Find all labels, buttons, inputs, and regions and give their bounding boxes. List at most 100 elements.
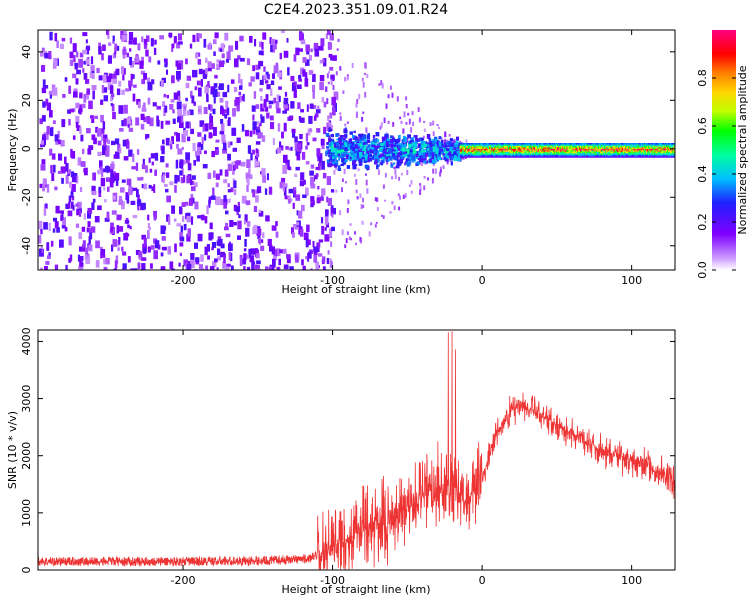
heatmap-cell-noise — [61, 37, 66, 42]
heatmap-cell-signal — [611, 156, 613, 158]
heatmap-cell-signal — [537, 150, 539, 152]
heatmap-cell-signal — [550, 144, 553, 146]
heatmap-cell-signal — [476, 151, 478, 154]
heatmap-cell-noise — [201, 268, 205, 270]
heatmap-cell-signal — [572, 148, 575, 151]
heatmap-cell-noise — [213, 83, 218, 88]
heatmap-cell-signal — [605, 153, 607, 155]
heatmap-cell-noise — [228, 251, 232, 261]
snr-plot-area — [38, 330, 675, 570]
heatmap-cell-noise — [127, 124, 130, 128]
heatmap-cell-transition — [456, 136, 459, 141]
heatmap-cell-signal — [512, 151, 514, 154]
heatmap-cell-transition — [359, 136, 362, 141]
heatmap-cell-transition — [379, 162, 383, 165]
heatmap-cell-noise — [321, 188, 326, 196]
heatmap-cell-signal — [511, 154, 513, 157]
heatmap-cell-signal — [651, 150, 653, 152]
heatmap-cell-signal — [460, 148, 463, 151]
heatmap-cell-signal — [603, 151, 605, 154]
heatmap-cell-signal — [529, 153, 532, 155]
heatmap-cell-signal — [512, 153, 514, 155]
heatmap-cell-signal — [628, 147, 630, 149]
heatmap-cell-noise — [222, 261, 226, 269]
heatmap-cell-signal — [601, 153, 603, 155]
heatmap-cell-signal — [493, 151, 495, 154]
heatmap-cell-signal — [477, 156, 480, 158]
heatmap-cell-signal — [529, 151, 532, 154]
heatmap-cell-signal — [546, 156, 549, 158]
heatmap-cell-signal — [509, 145, 512, 148]
heatmap-cell-signal — [505, 154, 508, 157]
heatmap-cell-fringe — [326, 73, 329, 79]
heatmap-cell-signal — [619, 143, 622, 145]
heatmap-cell-signal — [623, 154, 625, 157]
heatmap-cell-signal — [469, 156, 471, 158]
heatmap-cell-noise — [292, 132, 296, 138]
heatmap-cell-noise — [279, 52, 282, 60]
heatmap-cell-signal — [603, 153, 605, 155]
heatmap-cell-signal — [567, 153, 570, 155]
heatmap-cell-noise — [302, 69, 306, 77]
heatmap-cell-transition — [361, 155, 365, 160]
heatmap-cell-signal — [505, 148, 508, 151]
heatmap-cell-noise — [102, 74, 107, 83]
heatmap-cell-noise — [52, 120, 56, 124]
heatmap-cell-signal — [534, 150, 536, 152]
heatmap-cell-transition — [385, 138, 389, 144]
heatmap-cell-noise — [215, 139, 220, 143]
heatmap-cell-signal — [638, 147, 641, 149]
heatmap-cell-noise — [227, 183, 230, 188]
heatmap-cell-noise — [79, 92, 83, 99]
heatmap-cell-noise — [206, 90, 209, 97]
heatmap-cell-noise — [208, 199, 211, 208]
heatmap-cell-transition — [408, 151, 412, 156]
heatmap-cell-noise — [241, 95, 244, 101]
heatmap-cell-signal — [491, 143, 493, 145]
heatmap-cell-transition — [392, 152, 396, 158]
heatmap-cell-signal — [644, 154, 647, 157]
heatmap-cell-signal — [663, 153, 666, 155]
heatmap-cell-signal — [507, 156, 510, 158]
heatmap-cell-signal — [658, 143, 661, 145]
heatmap-cell-signal — [593, 153, 596, 155]
heatmap-cell-signal — [629, 153, 631, 155]
heatmap-cell-signal — [549, 153, 552, 155]
heatmap-cell-signal — [501, 145, 504, 148]
heatmap-cell-noise — [211, 242, 217, 248]
heatmap-cell-signal — [528, 147, 531, 149]
heatmap-cell-signal — [557, 147, 559, 149]
heatmap-cell-noise — [49, 91, 52, 99]
heatmap-cell-signal — [596, 151, 599, 154]
heatmap-cell-transition — [360, 147, 363, 153]
heatmap-cell-signal — [531, 150, 534, 152]
heatmap-cell-signal — [505, 144, 508, 146]
heatmap-cell-noise — [260, 245, 265, 251]
heatmap-cell-signal — [593, 150, 596, 152]
heatmap-cell-signal — [566, 147, 568, 149]
heatmap-cell-noise — [221, 53, 225, 59]
heatmap-cell-signal — [583, 143, 585, 145]
heatmap-cell-signal — [673, 156, 675, 158]
heatmap-cell-signal — [651, 144, 653, 146]
heatmap-cell-noise — [224, 266, 230, 270]
heatmap-cell-noise — [268, 100, 274, 105]
heatmap-cell-noise — [127, 224, 130, 229]
heatmap-cell-noise — [92, 198, 96, 203]
heatmap-cell-transition — [338, 158, 340, 161]
heatmap-cell-signal — [608, 156, 610, 158]
heatmap-cell-noise — [197, 59, 202, 65]
heatmap-cell-noise — [235, 97, 240, 106]
heatmap-cell-transition — [428, 137, 432, 142]
heatmap-cell-fringe — [337, 38, 340, 42]
heatmap-cell-signal — [530, 156, 533, 158]
heatmap-cell-transition — [344, 147, 348, 152]
heatmap-cell-signal — [466, 144, 468, 146]
heatmap-cell-signal — [475, 144, 477, 146]
heatmap-cell-transition — [425, 150, 429, 154]
heatmap-cell-transition — [389, 141, 393, 146]
heatmap-cell-signal — [568, 143, 571, 145]
heatmap-cell-signal — [506, 151, 509, 154]
heatmap-cell-signal — [484, 144, 487, 146]
heatmap-cell-signal — [605, 145, 607, 148]
